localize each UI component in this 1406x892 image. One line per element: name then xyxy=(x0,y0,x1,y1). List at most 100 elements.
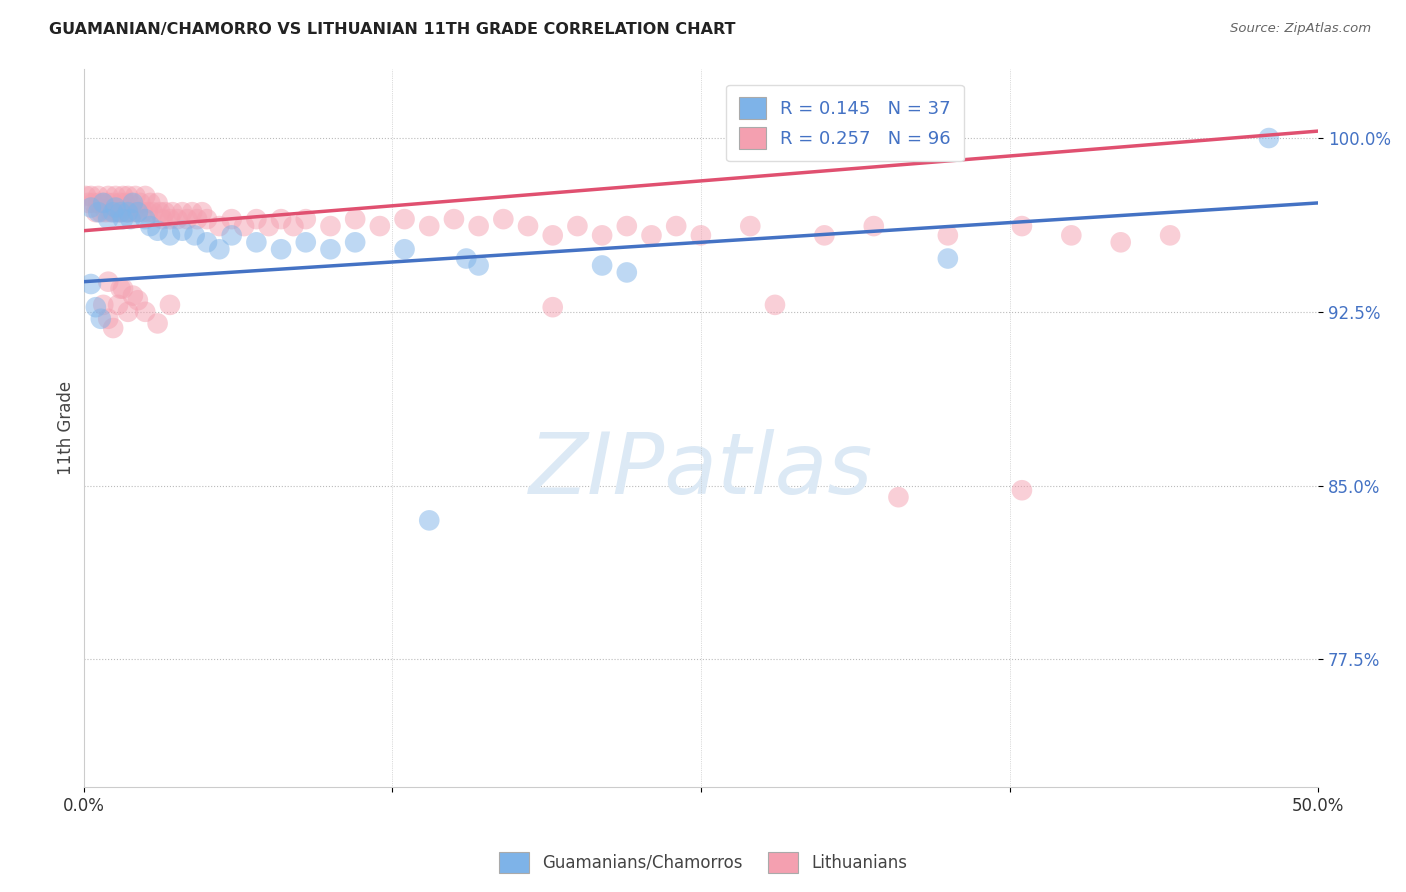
Point xyxy=(112,282,135,296)
Point xyxy=(181,205,204,219)
Point xyxy=(862,219,884,233)
Point xyxy=(159,298,181,312)
Point xyxy=(91,298,114,312)
Point xyxy=(90,311,112,326)
Point xyxy=(270,212,292,227)
Point xyxy=(418,219,440,233)
Point xyxy=(172,224,194,238)
Point xyxy=(107,298,129,312)
Point xyxy=(1011,219,1033,233)
Point xyxy=(134,189,156,203)
Point xyxy=(80,277,103,291)
Point xyxy=(112,212,135,227)
Point xyxy=(640,228,662,243)
Point xyxy=(176,212,198,227)
Point xyxy=(101,205,124,219)
Point xyxy=(75,189,97,203)
Point xyxy=(1060,228,1083,243)
Point xyxy=(221,212,243,227)
Point xyxy=(1257,131,1279,145)
Point xyxy=(887,490,910,504)
Point xyxy=(104,205,127,219)
Point xyxy=(97,212,120,227)
Point xyxy=(394,242,416,256)
Point xyxy=(567,219,589,233)
Point xyxy=(162,205,184,219)
Point xyxy=(517,219,540,233)
Point xyxy=(456,252,478,266)
Point xyxy=(104,189,127,203)
Point xyxy=(195,235,218,250)
Point xyxy=(368,219,391,233)
Point xyxy=(616,219,638,233)
Point xyxy=(208,242,231,256)
Point xyxy=(127,205,149,219)
Point xyxy=(80,189,103,203)
Point xyxy=(270,242,292,256)
Legend: Guamanians/Chamorros, Lithuanians: Guamanians/Chamorros, Lithuanians xyxy=(492,846,914,880)
Point xyxy=(84,300,107,314)
Point xyxy=(112,189,135,203)
Point xyxy=(120,212,142,227)
Point xyxy=(191,205,214,219)
Point xyxy=(134,305,156,319)
Point xyxy=(122,288,145,302)
Text: GUAMANIAN/CHAMORRO VS LITHUANIAN 11TH GRADE CORRELATION CHART: GUAMANIAN/CHAMORRO VS LITHUANIAN 11TH GR… xyxy=(49,22,735,37)
Point xyxy=(690,228,713,243)
Point xyxy=(541,228,564,243)
Point xyxy=(1109,235,1132,250)
Point xyxy=(467,219,489,233)
Point xyxy=(87,189,110,203)
Point xyxy=(813,228,835,243)
Point xyxy=(146,224,169,238)
Point xyxy=(146,317,169,331)
Point xyxy=(172,205,194,219)
Point xyxy=(665,219,688,233)
Point xyxy=(616,265,638,279)
Point xyxy=(149,205,172,219)
Point xyxy=(183,228,205,243)
Point xyxy=(77,195,100,210)
Point xyxy=(94,205,117,219)
Point xyxy=(91,195,114,210)
Point xyxy=(117,205,139,219)
Point xyxy=(114,195,136,210)
Point xyxy=(104,201,127,215)
Point xyxy=(294,235,316,250)
Point xyxy=(245,235,267,250)
Point xyxy=(418,513,440,527)
Point xyxy=(110,205,132,219)
Point xyxy=(142,205,165,219)
Point xyxy=(1011,483,1033,498)
Point xyxy=(152,212,174,227)
Point xyxy=(936,228,959,243)
Point xyxy=(82,195,104,210)
Point xyxy=(129,195,152,210)
Point xyxy=(91,195,114,210)
Point xyxy=(146,195,169,210)
Point xyxy=(136,205,159,219)
Point xyxy=(97,275,120,289)
Point xyxy=(84,205,107,219)
Point xyxy=(117,305,139,319)
Point xyxy=(195,212,218,227)
Point xyxy=(159,228,181,243)
Point xyxy=(120,195,142,210)
Point xyxy=(1159,228,1181,243)
Point xyxy=(294,212,316,227)
Point xyxy=(159,212,181,227)
Point xyxy=(139,195,162,210)
Point xyxy=(110,195,132,210)
Point xyxy=(936,252,959,266)
Point xyxy=(319,242,342,256)
Point xyxy=(117,205,139,219)
Y-axis label: 11th Grade: 11th Grade xyxy=(58,381,75,475)
Point xyxy=(107,205,129,219)
Point xyxy=(97,189,120,203)
Point xyxy=(344,212,367,227)
Point xyxy=(97,311,120,326)
Point xyxy=(124,189,146,203)
Point xyxy=(100,205,122,219)
Point xyxy=(221,228,243,243)
Text: Source: ZipAtlas.com: Source: ZipAtlas.com xyxy=(1230,22,1371,36)
